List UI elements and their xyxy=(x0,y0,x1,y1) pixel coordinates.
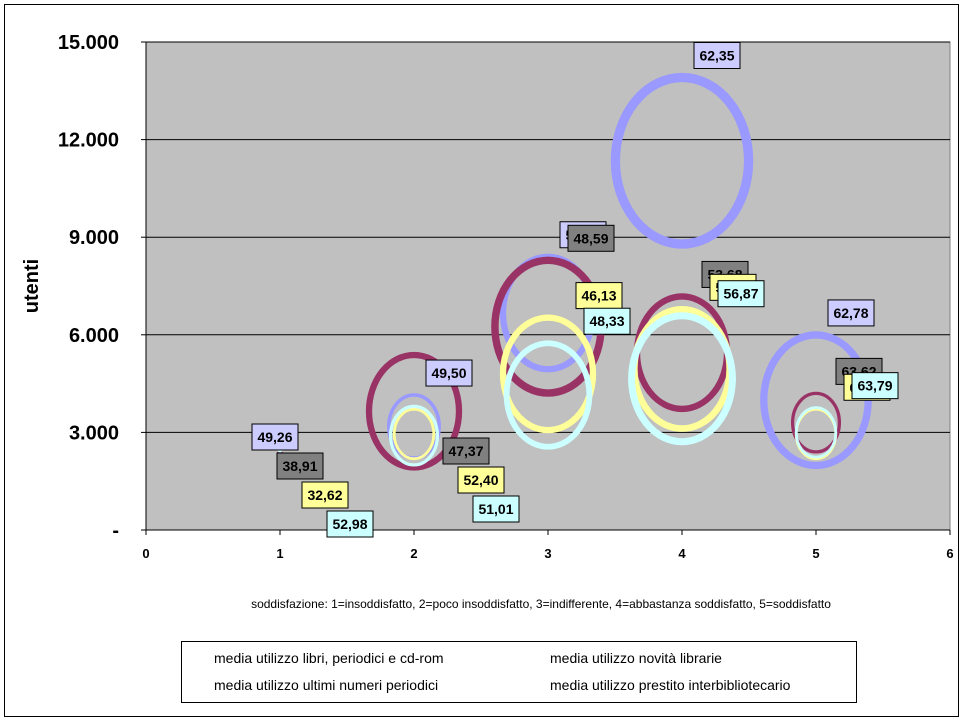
data-label-s0-p1: 49,50 xyxy=(425,359,473,387)
data-label-text: 38,91 xyxy=(282,458,317,474)
data-label-text: 62,78 xyxy=(833,305,868,321)
data-label-text: 48,33 xyxy=(589,313,624,329)
bubble-s3-p2 xyxy=(503,340,593,450)
y-tick-label: - xyxy=(112,520,119,542)
data-label-text: 46,13 xyxy=(581,288,616,304)
legend: media utilizzo libri, periodici e cd-rom… xyxy=(181,641,857,703)
data-label-text: 51,01 xyxy=(478,501,513,517)
x-axis-label: soddisfazione: 1=insoddisfatto, 2=poco i… xyxy=(251,597,831,611)
data-label-text: 56,87 xyxy=(723,286,758,302)
data-label-text: 32,62 xyxy=(307,487,342,503)
bubble-s0-p3 xyxy=(610,72,754,249)
bubble-s1-p4 xyxy=(790,391,842,454)
x-tick-label: 5 xyxy=(812,546,819,561)
data-label-s2-p2: 46,13 xyxy=(575,282,623,310)
data-label-s1-p1: 47,37 xyxy=(442,437,490,465)
x-tick-label: 3 xyxy=(544,546,551,561)
data-label-box xyxy=(425,359,473,387)
data-label-text: 49,26 xyxy=(257,429,292,445)
y-axis-label: utenti xyxy=(21,259,43,313)
bubble-s3-p4 xyxy=(794,406,838,459)
data-label-box xyxy=(442,437,490,465)
axes: - 3.000 6.000 9.000 12.000 15.000 0 1 2 3 4 5 6 xyxy=(58,32,954,561)
y-tick-label: 9.000 xyxy=(69,227,119,249)
x-tick-label: 4 xyxy=(678,546,686,561)
data-label-box xyxy=(851,372,899,400)
bubble-s3-p1 xyxy=(388,404,440,467)
data-label-box xyxy=(567,224,615,252)
x-tick-label: 2 xyxy=(410,546,417,561)
data-label-s0-p3: 62,35 xyxy=(693,41,741,69)
x-tick-label: 6 xyxy=(946,546,953,561)
data-label-box xyxy=(575,282,623,310)
data-label-box xyxy=(457,466,505,494)
data-label-s1-p2: 48,59 xyxy=(567,224,615,252)
bubble-s2-p2 xyxy=(499,314,597,434)
bubble-s2-p1 xyxy=(392,407,436,461)
data-label-s2-p0: 32,62 xyxy=(301,481,349,509)
data-label-box xyxy=(301,481,349,509)
data-labels: 49,2649,5052,5862,3562,7838,9147,3748,59… xyxy=(251,41,899,538)
data-label-s3-p4: 63,79 xyxy=(851,372,899,400)
data-label-s2-p1: 52,40 xyxy=(457,466,505,494)
data-label-box xyxy=(583,307,631,335)
data-label-text: 62,35 xyxy=(699,47,734,63)
data-label-text: 52,98 xyxy=(332,516,367,532)
data-label-box xyxy=(326,510,374,538)
data-label-s3-p2: 48,33 xyxy=(583,307,631,335)
data-label-text: 48,59 xyxy=(573,230,608,246)
y-tick-label: 12.000 xyxy=(58,130,119,152)
legend-item-novita: media utilizzo novità librarie xyxy=(550,650,722,666)
data-label-box xyxy=(827,299,875,327)
x-tick-label: 1 xyxy=(276,546,283,561)
data-label-text: 63,79 xyxy=(857,378,892,394)
legend-item-periodici: media utilizzo ultimi numeri periodici xyxy=(214,677,439,693)
data-label-box xyxy=(251,423,299,451)
data-label-s3-p0: 52,98 xyxy=(326,510,374,538)
legend-item-prestito: media utilizzo prestito interbibliotecar… xyxy=(550,677,791,693)
x-tick-label: 0 xyxy=(142,546,149,561)
bubble-s3-p3 xyxy=(628,312,736,446)
data-label-text: 52,40 xyxy=(463,472,498,488)
data-label-s0-p4: 62,78 xyxy=(827,299,875,327)
y-tick-label: 6.000 xyxy=(69,325,119,347)
data-label-text: 47,37 xyxy=(448,443,483,459)
plot-area xyxy=(145,41,951,531)
y-tick-label: 15.000 xyxy=(58,32,119,54)
y-tick-label: 3.000 xyxy=(69,422,119,444)
data-label-s3-p1: 51,01 xyxy=(472,495,520,523)
data-label-text: 49,50 xyxy=(431,365,466,381)
data-label-box xyxy=(717,280,765,308)
data-label-s1-p0: 38,91 xyxy=(276,452,324,480)
data-label-box xyxy=(472,495,520,523)
data-label-s3-p3: 56,87 xyxy=(717,280,765,308)
legend-item-libri: media utilizzo libri, periodici e cd-rom xyxy=(214,650,444,666)
data-label-s0-p0: 49,26 xyxy=(251,423,299,451)
data-label-box xyxy=(693,41,741,69)
bubble-s1-p1 xyxy=(365,351,463,471)
data-label-box xyxy=(276,452,324,480)
